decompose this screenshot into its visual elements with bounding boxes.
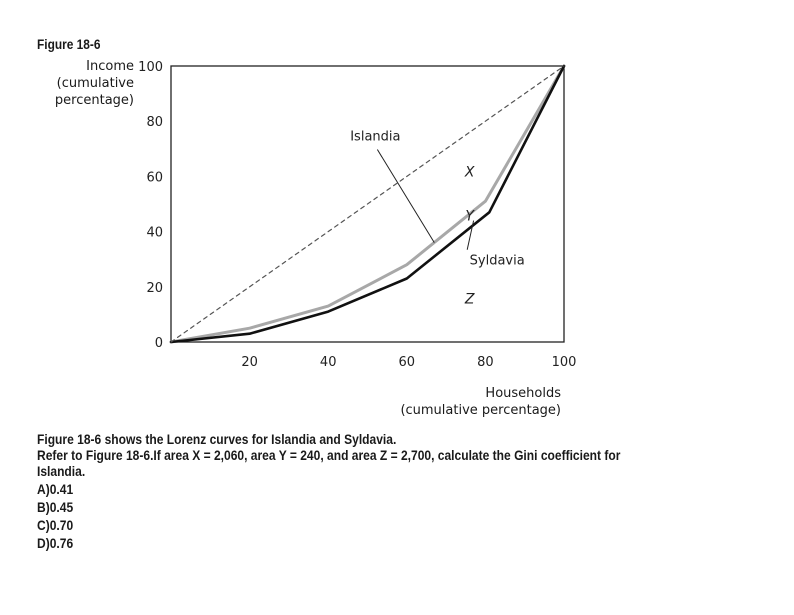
tick-layer: 20 40 60 80 100 0 20 40 60 80 100 xyxy=(138,60,576,370)
x-tick-label: 100 xyxy=(552,355,577,370)
answer-option-c[interactable]: C)0.70 xyxy=(37,517,74,533)
annotation-pointer xyxy=(376,149,435,243)
y-tick-label: 60 xyxy=(146,170,163,185)
annotation-pointer xyxy=(466,220,475,250)
islandia-curve xyxy=(169,64,566,344)
lorenz-chart: Islandia Syldavia X Y Z 20 40 60 80 100 0 20 40 60 80… xyxy=(138,60,576,370)
y-tick-label: 40 xyxy=(146,226,163,241)
x-axis-label-line: Households xyxy=(485,386,561,401)
region-label-x: X xyxy=(464,164,475,180)
x-tick-label: 80 xyxy=(477,355,494,370)
x-axis-label-line: (cumulative percentage) xyxy=(400,403,561,418)
y-tick-label: 80 xyxy=(146,115,163,130)
annotation-layer: Islandia Syldavia X Y Z xyxy=(350,130,524,308)
annotation-islandia: Islandia xyxy=(350,130,400,145)
answer-option-a[interactable]: A)0.41 xyxy=(37,481,74,497)
question-line: Figure 18-6 shows the Lorenz curves for … xyxy=(37,431,397,447)
y-axis-label: Income (cumulative percentage) xyxy=(30,58,134,109)
x-tick-label: 40 xyxy=(320,355,337,370)
y-tick-label: 20 xyxy=(146,281,163,296)
region-label-y: Y xyxy=(465,209,475,225)
y-tick-label: 100 xyxy=(138,60,163,75)
question-line: Refer to Figure 18-6.If area X = 2,060, … xyxy=(37,447,621,463)
annotation-syldavia: Syldavia xyxy=(470,254,525,269)
question-line: Islandia. xyxy=(37,463,86,479)
plot-frame xyxy=(170,65,565,343)
series-layer xyxy=(169,64,566,344)
y-axis-label-line: (cumulative xyxy=(56,76,134,91)
figure-label: Figure 18-6 xyxy=(37,36,101,52)
region-label-z: Z xyxy=(464,291,475,307)
x-tick-label: 60 xyxy=(399,355,416,370)
y-axis-label-line: Income xyxy=(86,59,134,74)
answer-option-b[interactable]: B)0.45 xyxy=(37,499,74,515)
y-axis-label-line: percentage) xyxy=(54,93,134,108)
y-tick-label: 0 xyxy=(155,336,163,351)
question-block: Figure 18-6 shows the Lorenz curves for … xyxy=(37,431,691,552)
answer-option-d[interactable]: D)0.76 xyxy=(37,535,74,551)
syldavia-curve xyxy=(169,64,566,344)
answer-options: A)0.41 B)0.45 C)0.70 D)0.76 xyxy=(37,480,691,552)
line-of-equality-curve xyxy=(170,65,565,343)
x-tick-label: 20 xyxy=(241,355,258,370)
x-axis-label: Households (cumulative percentage) xyxy=(340,385,561,419)
